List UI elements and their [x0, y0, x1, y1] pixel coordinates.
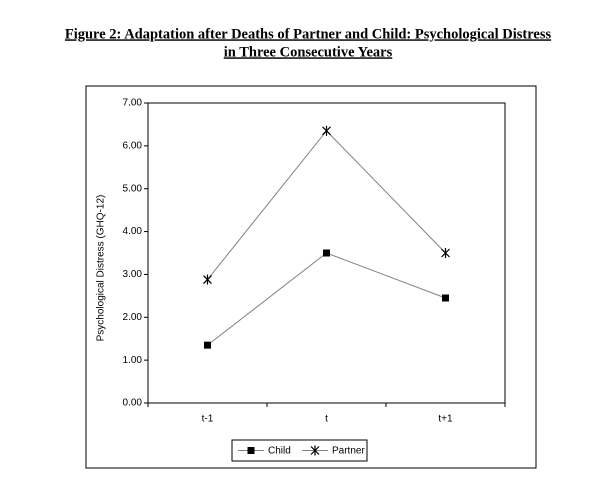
y-tick-label: 2.00: [123, 312, 143, 323]
marker: [310, 445, 320, 456]
marker: [322, 125, 331, 136]
legend-label: Child: [268, 446, 291, 457]
y-tick-label: 4.00: [123, 226, 143, 237]
y-tick-label: 7.00: [123, 98, 143, 109]
x-tick-label: t+1: [438, 414, 453, 425]
marker: [441, 248, 450, 258]
marker: [323, 249, 330, 257]
chart-title: Figure 2: Adaptation after Deaths of Par…: [65, 26, 552, 42]
chart-frame: [85, 85, 537, 469]
marker: [247, 447, 255, 454]
series-line: [207, 252, 446, 346]
y-axis-label: Psychological Distress (GHQ-12): [96, 195, 107, 342]
y-tick-label: 5.00: [123, 183, 143, 194]
chart-title: in Three Consecutive Years: [224, 44, 393, 60]
series-line: [207, 130, 446, 280]
legend: [231, 439, 368, 462]
x-tick-label: t-1: [202, 414, 214, 425]
x-tick-label: t: [325, 414, 328, 425]
marker: [442, 294, 449, 302]
legend-label: Partner: [332, 446, 365, 457]
marker: [203, 274, 212, 285]
y-tick-label: 3.00: [123, 269, 143, 280]
y-tick-label: 6.00: [123, 140, 143, 151]
y-tick-label: 0.00: [123, 398, 143, 409]
marker: [204, 341, 211, 349]
y-tick-label: 1.00: [123, 355, 143, 366]
plot-area: [147, 102, 506, 404]
